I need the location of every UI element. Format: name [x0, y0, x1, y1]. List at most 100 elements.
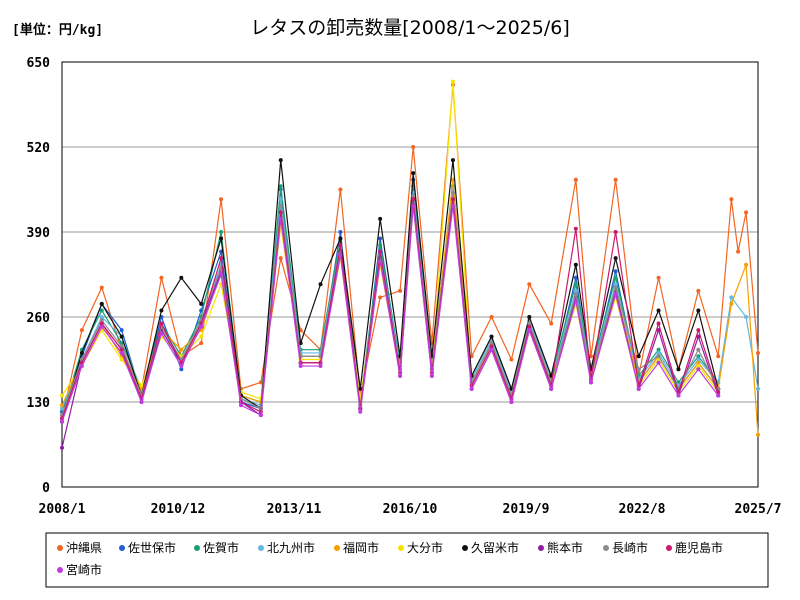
data-point — [489, 344, 494, 349]
data-point — [636, 354, 641, 359]
data-point — [527, 315, 532, 319]
data-point — [527, 328, 532, 333]
data-point — [489, 341, 494, 346]
y-tick-label: 520 — [27, 141, 51, 156]
data-point — [469, 386, 474, 391]
series-line — [61, 205, 719, 422]
chart-title: レタスの卸売数量[2008/1～2025/6] — [250, 17, 570, 39]
data-point — [99, 308, 104, 313]
legend-marker — [666, 545, 672, 551]
data-point — [450, 177, 455, 182]
data-point — [696, 357, 701, 362]
data-point — [99, 301, 104, 306]
data-point — [411, 197, 416, 202]
legend-marker — [57, 545, 63, 551]
legend-label: 久留米市 — [471, 540, 519, 555]
legend-label: 沖縄県 — [66, 540, 102, 555]
data-point — [573, 177, 578, 182]
y-tick-label: 650 — [27, 56, 51, 71]
y-tick-label: 260 — [27, 311, 51, 326]
data-point — [756, 350, 760, 355]
data-point — [159, 321, 164, 326]
data-point — [527, 282, 532, 287]
data-point — [656, 360, 661, 365]
data-point — [99, 285, 104, 290]
data-point — [656, 350, 661, 355]
data-point — [318, 282, 323, 287]
data-point — [696, 328, 701, 333]
data-point — [736, 249, 741, 254]
data-point — [60, 445, 64, 450]
data-point — [756, 386, 760, 391]
data-point — [509, 357, 514, 362]
data-point — [696, 367, 701, 372]
data-point — [489, 334, 494, 339]
data-point — [119, 328, 124, 333]
legend-label: 熊本市 — [547, 540, 583, 555]
data-point — [258, 413, 263, 418]
series-line — [61, 199, 719, 419]
data-point — [613, 177, 618, 182]
data-point — [338, 243, 343, 248]
data-point — [450, 158, 455, 163]
data-point — [744, 262, 749, 267]
data-point — [398, 288, 403, 293]
data-point — [450, 197, 455, 202]
data-point — [573, 282, 578, 287]
data-point — [744, 315, 749, 319]
data-point — [338, 236, 343, 241]
legend-marker — [462, 545, 468, 551]
data-point — [489, 347, 494, 352]
data-point — [199, 301, 204, 306]
series-7 — [60, 197, 721, 450]
data-point — [588, 354, 593, 359]
data-point — [278, 210, 283, 215]
data-point — [119, 350, 124, 355]
series-2 — [60, 184, 721, 418]
data-point — [79, 328, 84, 333]
data-point — [656, 347, 661, 352]
legend-marker — [398, 545, 404, 551]
data-point — [179, 364, 184, 369]
x-tick-label: 2013/11 — [267, 502, 322, 517]
legend-marker — [538, 545, 544, 551]
data-point — [656, 321, 661, 326]
data-point — [636, 386, 641, 391]
data-point — [258, 380, 263, 385]
x-tick-label: 2022/8 — [619, 502, 666, 517]
data-point — [278, 184, 283, 189]
legend-label: 北九州市 — [267, 540, 315, 555]
data-point — [411, 145, 416, 149]
y-tick-label: 130 — [27, 396, 51, 411]
legend-marker — [334, 545, 340, 551]
plot-frame — [61, 61, 759, 488]
data-point — [60, 403, 64, 408]
data-point — [613, 292, 618, 297]
legend-label: 宮崎市 — [66, 562, 102, 577]
data-point — [613, 269, 618, 274]
data-point — [378, 216, 383, 221]
data-point — [656, 308, 661, 313]
data-point — [159, 308, 164, 313]
data-point — [613, 275, 618, 280]
data-point — [716, 354, 721, 359]
data-point — [696, 308, 701, 313]
data-point — [756, 432, 760, 437]
data-point — [358, 409, 363, 414]
series-10 — [60, 203, 721, 424]
data-point — [139, 400, 144, 404]
x-tick-label: 2016/10 — [383, 502, 438, 517]
data-point — [179, 347, 184, 352]
legend-label: 佐世保市 — [128, 540, 176, 555]
data-point — [358, 386, 363, 391]
data-point — [278, 256, 283, 261]
data-point — [549, 386, 554, 391]
data-point — [378, 236, 383, 241]
data-point — [99, 321, 104, 326]
data-point — [278, 203, 283, 208]
data-point — [119, 334, 124, 339]
legend-marker — [603, 545, 609, 551]
data-point — [219, 272, 224, 277]
data-point — [636, 367, 641, 372]
